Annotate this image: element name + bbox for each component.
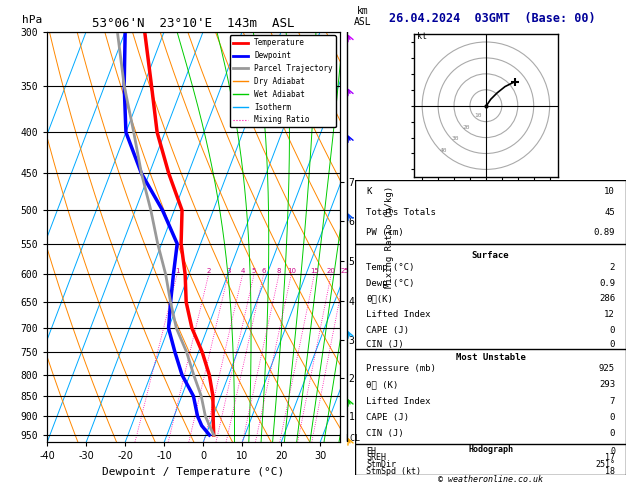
Text: EH: EH <box>366 447 376 456</box>
Text: © weatheronline.co.uk: © weatheronline.co.uk <box>438 474 543 484</box>
Text: 30: 30 <box>452 136 459 141</box>
Text: 293: 293 <box>599 381 615 389</box>
Text: θᴇ (K): θᴇ (K) <box>366 381 398 389</box>
Text: Totals Totals: Totals Totals <box>366 208 436 217</box>
Text: hPa: hPa <box>22 16 43 25</box>
Text: 2: 2 <box>610 263 615 272</box>
Text: 0.9: 0.9 <box>599 278 615 288</box>
Text: 12: 12 <box>604 310 615 319</box>
Text: 18: 18 <box>605 467 615 476</box>
Text: 0: 0 <box>610 326 615 335</box>
Text: θᴇ(K): θᴇ(K) <box>366 295 393 303</box>
Text: kt: kt <box>418 32 427 41</box>
Text: 2: 2 <box>206 268 211 274</box>
Text: CIN (J): CIN (J) <box>366 429 404 438</box>
Text: SREH: SREH <box>366 453 386 463</box>
Text: Surface: Surface <box>472 251 509 260</box>
Text: CIN (J): CIN (J) <box>366 340 404 349</box>
Text: CAPE (J): CAPE (J) <box>366 326 409 335</box>
Text: 7: 7 <box>610 397 615 406</box>
Text: 6: 6 <box>261 268 266 274</box>
Text: 20: 20 <box>463 124 470 130</box>
Text: 10: 10 <box>474 113 482 118</box>
Title: 53°06'N  23°10'E  143m  ASL: 53°06'N 23°10'E 143m ASL <box>92 17 294 31</box>
Text: 15: 15 <box>310 268 319 274</box>
Text: 0: 0 <box>610 429 615 438</box>
Text: 10: 10 <box>287 268 296 274</box>
Text: 251°: 251° <box>595 460 615 469</box>
Text: 20: 20 <box>326 268 336 274</box>
Text: Mixing Ratio (g/kg): Mixing Ratio (g/kg) <box>385 186 394 288</box>
Text: 0: 0 <box>610 413 615 422</box>
Text: Temp (°C): Temp (°C) <box>366 263 415 272</box>
Text: Pressure (mb): Pressure (mb) <box>366 364 436 373</box>
Text: LCL: LCL <box>345 434 360 443</box>
Text: 0: 0 <box>610 340 615 349</box>
Text: 0: 0 <box>610 447 615 456</box>
Text: 286: 286 <box>599 295 615 303</box>
Text: 17: 17 <box>605 453 615 463</box>
Text: CAPE (J): CAPE (J) <box>366 413 409 422</box>
X-axis label: Dewpoint / Temperature (°C): Dewpoint / Temperature (°C) <box>103 467 284 477</box>
Text: Lifted Index: Lifted Index <box>366 397 431 406</box>
Text: 1: 1 <box>175 268 179 274</box>
Text: 5: 5 <box>252 268 256 274</box>
Text: 26.04.2024  03GMT  (Base: 00): 26.04.2024 03GMT (Base: 00) <box>389 12 596 25</box>
Text: 10: 10 <box>604 187 615 196</box>
Text: 8: 8 <box>277 268 281 274</box>
Text: 925: 925 <box>599 364 615 373</box>
Text: 0.89: 0.89 <box>594 228 615 237</box>
Text: 3: 3 <box>226 268 230 274</box>
Text: km
ASL: km ASL <box>354 6 372 28</box>
Text: Lifted Index: Lifted Index <box>366 310 431 319</box>
Legend: Temperature, Dewpoint, Parcel Trajectory, Dry Adiabat, Wet Adiabat, Isotherm, Mi: Temperature, Dewpoint, Parcel Trajectory… <box>230 35 336 127</box>
Text: Hodograph: Hodograph <box>468 445 513 453</box>
Text: StmDir: StmDir <box>366 460 396 469</box>
Text: StmSpd (kt): StmSpd (kt) <box>366 467 421 476</box>
Text: Most Unstable: Most Unstable <box>455 353 526 362</box>
Text: K: K <box>366 187 372 196</box>
Text: 45: 45 <box>604 208 615 217</box>
Text: 40: 40 <box>440 148 447 153</box>
Text: 4: 4 <box>240 268 245 274</box>
Text: 25: 25 <box>340 268 349 274</box>
Text: PW (cm): PW (cm) <box>366 228 404 237</box>
Text: Dewp (°C): Dewp (°C) <box>366 278 415 288</box>
